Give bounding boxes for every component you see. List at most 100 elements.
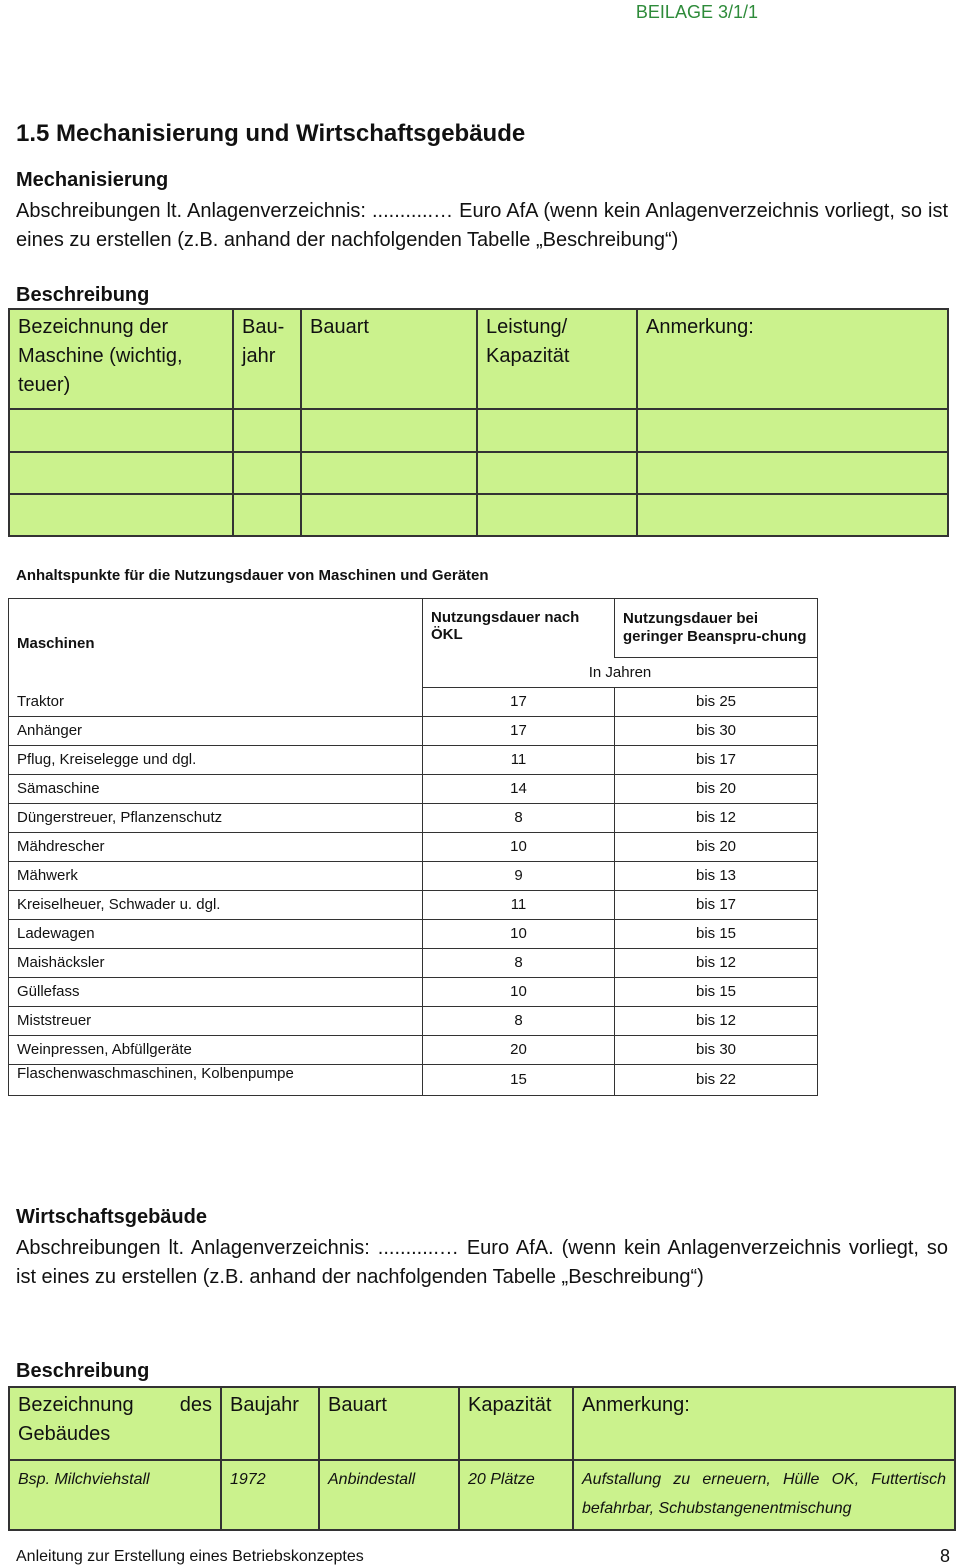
header-cell: Anmerkung: (636, 308, 949, 410)
empty-row (8, 408, 949, 453)
cell: bis 25 (614, 687, 818, 717)
cell: bis 15 (614, 977, 818, 1007)
cell: Pflug, Kreiselegge und dgl. (8, 745, 423, 775)
header-cell: Nutzungsdauer nach ÖKL (422, 598, 615, 657)
table-row: Ladewagen 10 bis 15 (8, 919, 818, 949)
table-row: Güllefass 10 bis 15 (8, 977, 818, 1007)
cell (8, 451, 234, 495)
cell: 11 (422, 745, 615, 775)
empty-row (8, 451, 949, 495)
header-row: Bezeichnung der Maschine (wichtig, teuer… (8, 308, 949, 410)
table-caption: Beschreibung (16, 284, 150, 306)
table-row: Miststreuer 8 bis 12 (8, 1006, 818, 1036)
cell: bis 17 (614, 745, 818, 775)
header-cell: Anmerkung: (572, 1386, 956, 1461)
appendix-label: BEILAGE 3/1/1 (635, 2, 758, 22)
table-row: Sämaschine 14 bis 20 (8, 774, 818, 804)
cell: 8 (422, 803, 615, 833)
table-row: Mähwerk 9 bis 13 (8, 861, 818, 891)
cell: 15 (422, 1064, 615, 1096)
cell: bis 30 (614, 716, 818, 746)
paragraph: Abschreibungen lt. Anlagenverzeichnis: .… (16, 200, 948, 251)
cell (232, 493, 302, 537)
table-row: Anhänger 17 bis 30 (8, 716, 818, 746)
cell: bis 15 (614, 919, 818, 949)
table-row: Flaschenwaschmaschinen, Kolbenpumpe 15 bis… (8, 1064, 818, 1096)
cell: Ladewagen (8, 919, 423, 949)
cell (8, 493, 234, 537)
cell: bis 13 (614, 861, 818, 891)
cell: 17 (422, 687, 615, 717)
cell: bis 20 (614, 774, 818, 804)
header-row: Maschinen Nutzungsdauer nach ÖKL Nutzung… (8, 598, 818, 687)
header-cell: Leistung/ Kapazität (476, 308, 638, 410)
empty-row (8, 493, 949, 537)
cell (476, 451, 638, 495)
cell: 9 (422, 861, 615, 891)
unit-row: In Jahren (9, 657, 818, 688)
cell (300, 493, 478, 537)
header-cell: Bau-jahr (232, 308, 302, 410)
cell: bis 17 (614, 890, 818, 920)
cell (232, 451, 302, 495)
cell: Anhänger (8, 716, 423, 746)
cell: 10 (422, 977, 615, 1007)
cell: Aufstallung zu erneuern, Hülle OK, Futte… (572, 1459, 956, 1531)
table-caption: Beschreibung (16, 1360, 150, 1382)
cell: bis 30 (614, 1035, 818, 1065)
cell: Maishäcksler (8, 948, 423, 978)
header-cell: Baujahr (220, 1386, 320, 1461)
heading: Mechanisierung (16, 169, 169, 191)
cell (476, 408, 638, 453)
header-cell: Bauart (318, 1386, 460, 1461)
table-row: Mähdrescher 10 bis 20 (8, 832, 818, 862)
table-row: Pflug, Kreiselegge und dgl. 11 bis 17 (8, 745, 818, 775)
cell: Sämaschine (8, 774, 423, 804)
cell: Mähwerk (8, 861, 423, 891)
cell: bis 20 (614, 832, 818, 862)
heading: Wirtschaftsgebäude (16, 1206, 207, 1228)
footer-text: Anleitung zur Erstellung eines Betriebsk… (16, 1548, 364, 1565)
cell: Flaschenwaschmaschinen, Kolbenpumpe (8, 1064, 423, 1096)
section-title: 1.5 Mechanisierung und Wirtschaftsgebäud… (16, 120, 526, 147)
cell (476, 493, 638, 537)
cell: Bsp. Milchviehstall (8, 1459, 222, 1531)
header-cell: Bezeichnung der Maschine (wichtig, teuer… (8, 308, 234, 410)
cell: bis 12 (614, 1006, 818, 1036)
table-row: Weinpressen, Abfüllgeräte 20 bis 30 (8, 1035, 818, 1065)
cell: Anbindestall (318, 1459, 460, 1531)
cell: 8 (422, 948, 615, 978)
table-row: Traktor 17 bis 25 (8, 687, 818, 717)
cell (8, 408, 234, 453)
header-cell: Bauart (300, 308, 478, 410)
usage-table: Maschinen Nutzungsdauer nach ÖKL Nutzung… (8, 598, 818, 1096)
cell: Kreiselheuer, Schwader u. dgl. (8, 890, 423, 920)
header-cell: Maschinen (8, 598, 423, 687)
table-row: Kreiselheuer, Schwader u. dgl. 11 bis 17 (8, 890, 818, 920)
table-row: Maishäcksler 8 bis 12 (8, 948, 818, 978)
cell: bis 12 (614, 803, 818, 833)
header-row: Bezeichnung des Gebäudes Baujahr Bauart … (8, 1386, 956, 1461)
cell: Düngerstreuer, Pflanzenschutz (8, 803, 423, 833)
cell: bis 22 (614, 1064, 818, 1096)
cell (300, 451, 478, 495)
cell (636, 451, 949, 495)
cell: 14 (422, 774, 615, 804)
cell: Weinpressen, Abfüllgeräte (8, 1035, 423, 1065)
page-number: 8 (939, 1546, 950, 1566)
paragraph: Abschreibungen lt. Anlagenverzeichnis: .… (16, 1237, 948, 1288)
example-row: Bsp. Milchviehstall 1972 Anbindestall 20… (8, 1459, 956, 1531)
table-row: Düngerstreuer, Pflanzenschutz 8 bis 12 (8, 803, 818, 833)
cell (300, 408, 478, 453)
cell: Traktor (8, 687, 423, 717)
building-table: Bezeichnung des Gebäudes Baujahr Bauart … (8, 1386, 956, 1531)
cell: 20 Plätze (458, 1459, 574, 1531)
cell: 11 (422, 890, 615, 920)
cell: 10 (422, 919, 615, 949)
table-title: Anhaltspunkte für die Nutzungsdauer von … (16, 567, 489, 584)
cell: Miststreuer (8, 1006, 423, 1036)
cell: Mähdrescher (8, 832, 423, 862)
cell (636, 493, 949, 537)
